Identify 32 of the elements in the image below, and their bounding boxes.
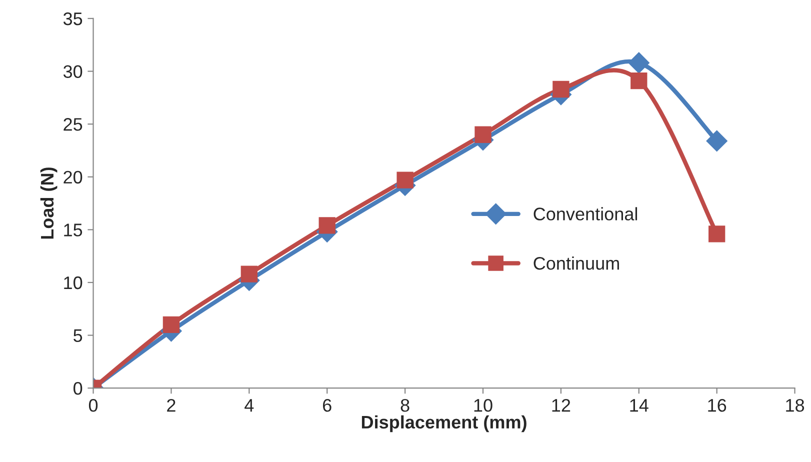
x-tick-label: 8	[400, 398, 410, 412]
point	[396, 172, 414, 188]
x-tick-label: 6	[323, 398, 332, 412]
y-tick-label: 10	[64, 276, 82, 290]
point	[628, 52, 650, 74]
y-tick-label: 0	[74, 382, 82, 395]
x-tick-label: 14	[630, 399, 648, 412]
point	[708, 226, 726, 242]
y-tick-label: 25	[64, 118, 82, 131]
point	[162, 316, 180, 334]
point	[318, 217, 336, 234]
y-tick-label: 30	[63, 65, 82, 78]
x-tick-label: 16	[708, 398, 726, 412]
legend-label: Conventional	[534, 207, 638, 220]
y-tick-label: 35	[63, 12, 82, 26]
x-tick-label: 4	[244, 399, 254, 412]
x-tick-label: 12	[552, 398, 570, 412]
x-tick-label: 0	[88, 398, 98, 412]
point	[240, 266, 258, 282]
legend-label: Continuum	[534, 256, 619, 270]
point	[552, 80, 570, 98]
x-tick-label: 18	[786, 398, 804, 412]
x-tick-label: 10	[474, 398, 492, 412]
x-axis-title: Displacement (mm)	[362, 415, 526, 432]
point	[630, 72, 648, 90]
point	[706, 130, 728, 152]
point	[474, 126, 492, 143]
y-tick-label: 20	[64, 170, 82, 184]
y-tick-label: 15	[64, 224, 82, 236]
x-tick-label: 2	[167, 398, 176, 412]
y-tick-label: 5	[74, 329, 82, 342]
y-axis-title: Load (N)	[40, 168, 58, 239]
